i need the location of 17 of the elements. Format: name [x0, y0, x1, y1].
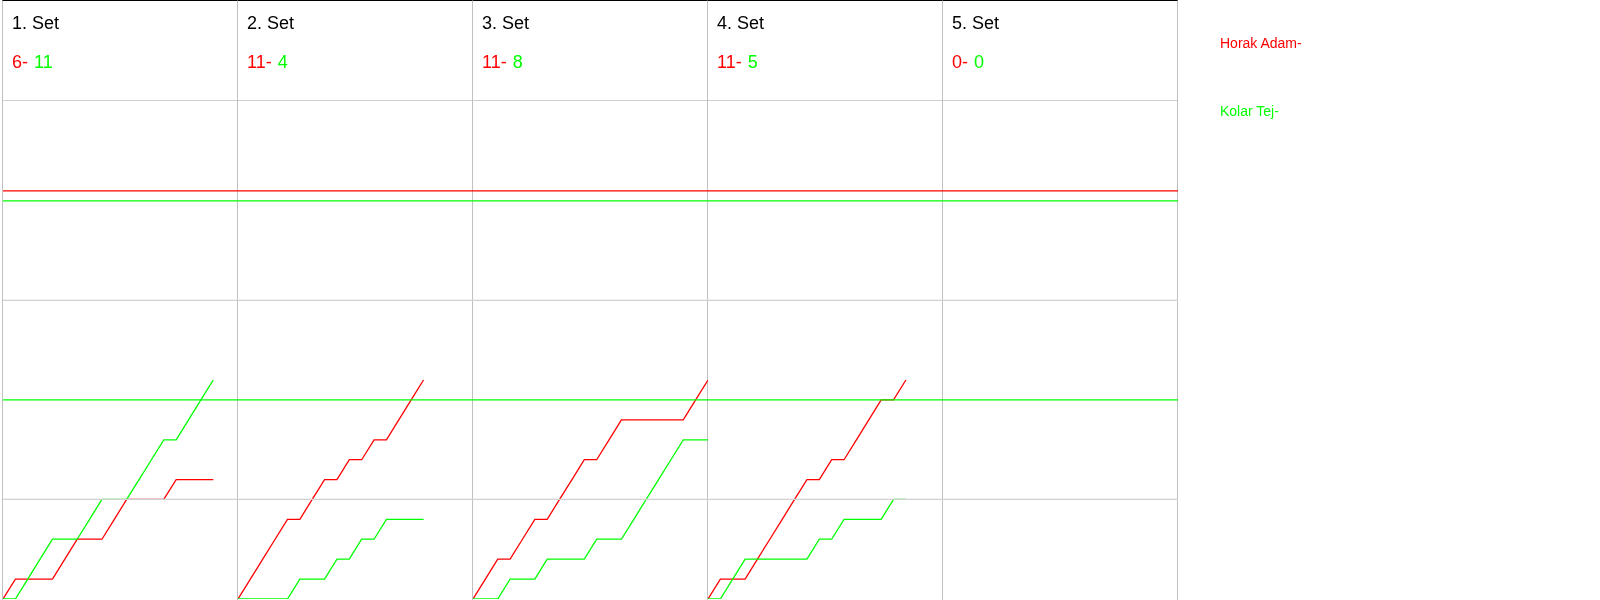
chart-title: 4. Set	[717, 13, 765, 34]
text: 0-	[952, 52, 969, 72]
text: 4	[277, 52, 288, 72]
chart-title: 1. Set	[12, 13, 60, 34]
text: 6-	[12, 52, 29, 72]
text: 11-	[482, 52, 507, 72]
text: 8	[512, 52, 523, 72]
text: 5	[747, 52, 758, 72]
text: 11-	[247, 52, 272, 72]
text: 5. Set	[952, 13, 1000, 34]
text: 11	[34, 52, 53, 72]
text: 11-	[717, 52, 742, 72]
text: 0	[974, 52, 985, 72]
text: Kolar Tej-	[1220, 103, 1280, 121]
text: Horak Adam-	[1220, 35, 1302, 53]
chart-title: 2. Set	[247, 13, 295, 34]
chart-title: 3. Set	[482, 13, 530, 34]
